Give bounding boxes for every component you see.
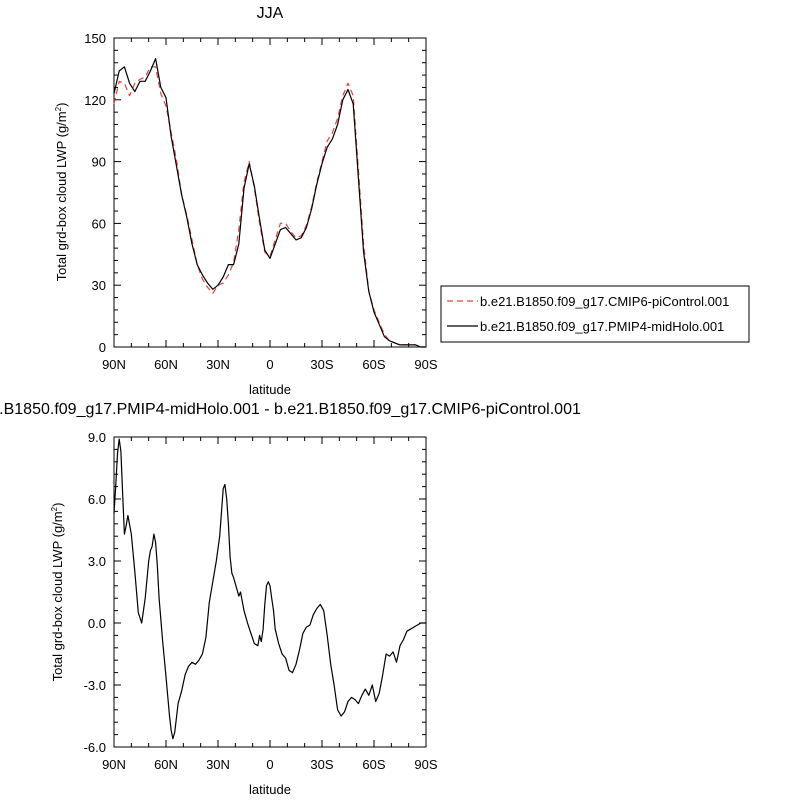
bottom-panel: b.e21.B1850.f09_g17.PMIP4-midHolo.001 - … [0,401,581,797]
bottom-x-tick-label: 30N [206,757,230,772]
top-y-tick-label: 90 [92,155,106,170]
bottom-chart-title: b.e21.B1850.f09_g17.PMIP4-midHolo.001 - … [0,401,581,418]
top-series-line-0 [113,66,426,348]
top-x-tick-label: 30N [206,357,230,372]
bottom-y-axis-label-close: ) [50,503,65,507]
top-y-axis: 0 30 60 90 120 150 [84,31,426,355]
bottom-y-axis-label-exp: 2 [50,506,59,511]
bottom-y-axis-label-main: Total grd-box cloud LWP [50,541,65,681]
bottom-y-axis: -6.0 -3.0 0.0 3.0 6.0 9.0 [84,430,426,755]
top-chart-title: JJA [257,5,284,22]
bottom-y-tick-label: 6.0 [88,492,106,507]
top-x-tick-label: 90S [414,357,437,372]
bottom-x-tick-label: 30S [310,757,333,772]
bottom-series-line-0 [113,438,426,740]
legend-label-midholo: b.e21.B1850.f09_g17.PMIP4-midHolo.001 [480,319,724,334]
bottom-x-tick-label: 90S [414,757,437,772]
bottom-x-tick-label: 60S [362,757,385,772]
top-x-tick-label: 60S [362,357,385,372]
legend-box [440,285,750,343]
bottom-y-tick-label: -6.0 [84,740,106,755]
bottom-plot-frame [113,436,427,748]
bottom-series-lines [113,438,426,740]
top-x-tick-label: 90N [102,357,126,372]
top-x-tick-label: 0 [266,357,273,372]
top-y-tick-label: 30 [92,278,106,293]
top-y-tick-label: 60 [92,216,106,231]
bottom-x-axis-label: latitude [249,782,291,797]
bottom-y-axis-label: Total grd-box cloud LWP (g/m2) [50,503,65,682]
bottom-x-tick-label: 0 [266,757,273,772]
legend-label-picontrol: b.e21.B1850.f09_g17.CMIP6-piControl.001 [480,294,729,309]
top-y-tick-label: 0 [99,340,106,355]
bottom-y-tick-label: 0.0 [88,616,106,631]
bottom-y-tick-label: 9.0 [88,430,106,445]
top-x-tick-label: 60N [154,357,178,372]
top-y-axis-label-main: Total grd-box cloud LWP [54,141,69,281]
bottom-x-tick-label: 60N [154,757,178,772]
top-series-line-1 [113,57,426,348]
top-y-axis-label: Total grd-box cloud LWP (g/m2) [54,103,69,282]
top-panel: JJA 0 30 60 90 120 150 90N 60N 30N 0 30S 60S 90S la… [54,5,438,397]
bottom-y-tick-label: 3.0 [88,554,106,569]
top-series-lines [113,57,426,348]
top-x-axis-label: latitude [249,382,291,397]
legend: b.e21.B1850.f09_g17.CMIP6-piControl.001 … [440,285,750,343]
top-y-axis-label-close: ) [54,103,69,107]
top-y-tick-label: 120 [84,93,106,108]
bottom-x-axis: 90N 60N 30N 0 30S 60S 90S [102,437,438,772]
bottom-y-tick-label: -3.0 [84,678,106,693]
top-y-axis-label-exp: 2 [54,106,63,111]
top-x-tick-label: 30S [310,357,333,372]
bottom-x-tick-label: 90N [102,757,126,772]
top-y-tick-label: 150 [84,31,106,46]
top-x-axis: 90N 60N 30N 0 30S 60S 90S [102,38,438,372]
bottom-y-axis-label-unit: (g/m [50,511,65,537]
top-y-axis-label-unit: (g/m [54,111,69,137]
